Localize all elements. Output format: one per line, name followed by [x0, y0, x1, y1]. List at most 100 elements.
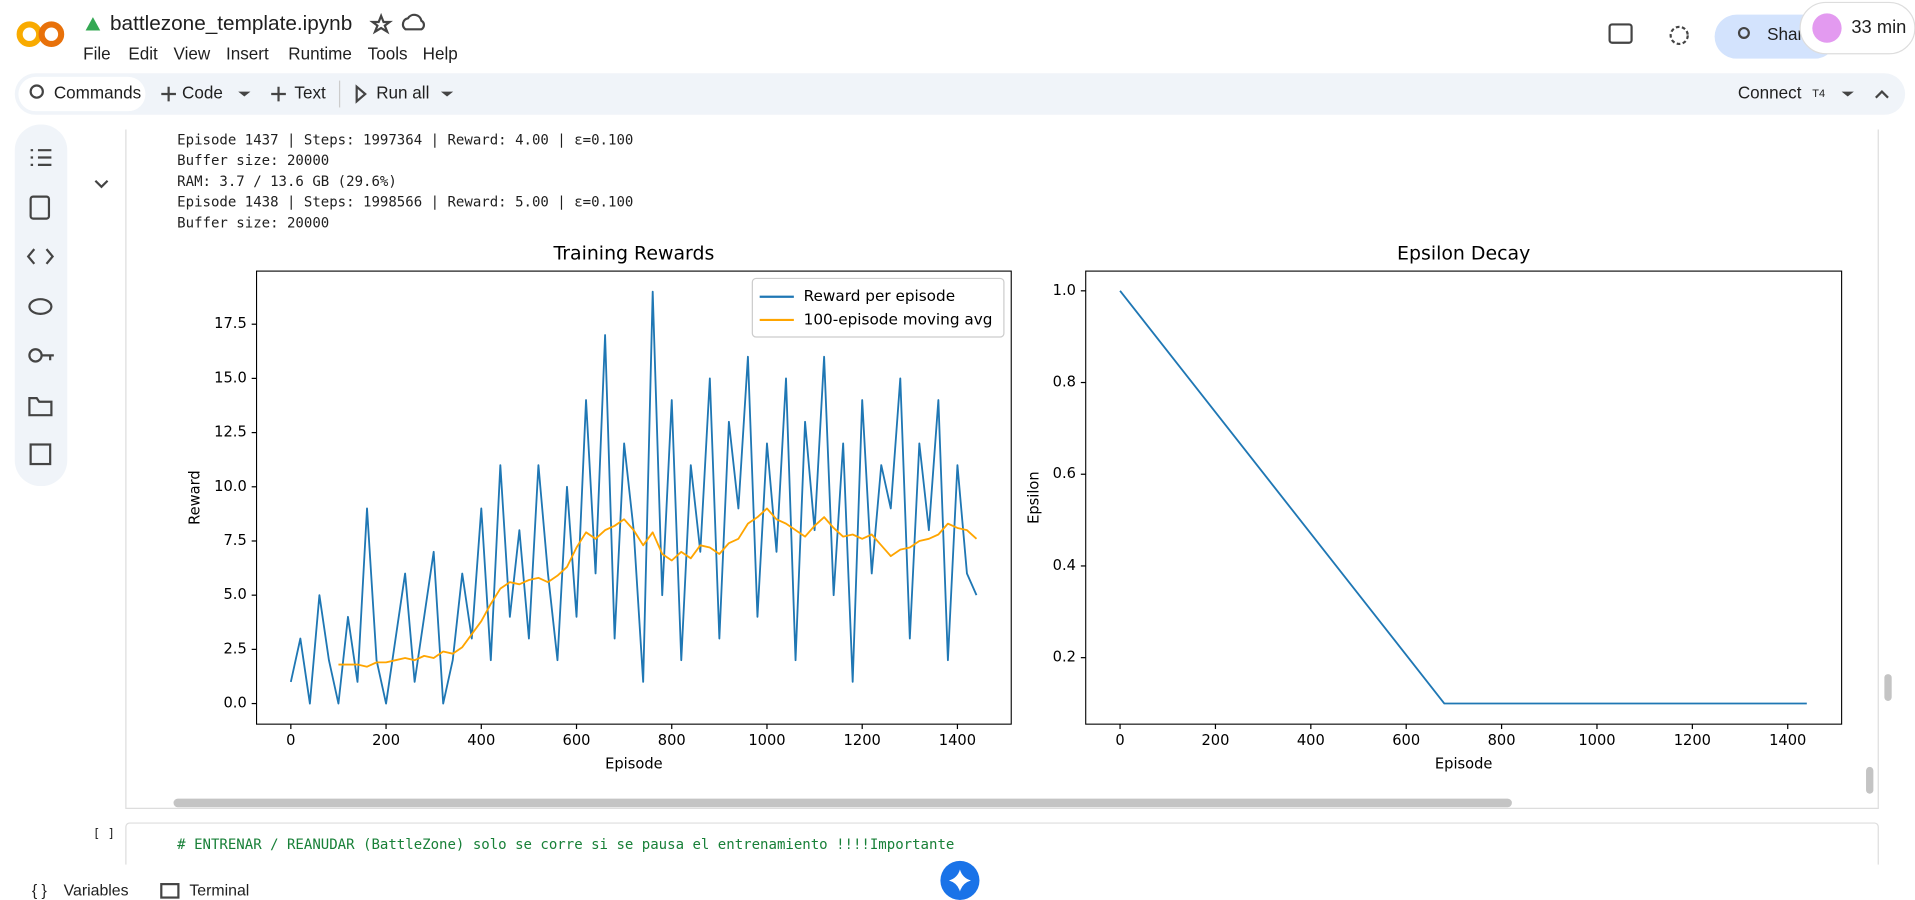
- files-icon[interactable]: [28, 397, 53, 417]
- x-tick-label: 400: [1297, 732, 1325, 749]
- y-tick-label: 1.0: [1053, 282, 1076, 299]
- plot-area: [256, 271, 1012, 725]
- data-icon[interactable]: [29, 443, 52, 466]
- y-tick-label: 0.4: [1053, 557, 1076, 574]
- snippets-icon[interactable]: [26, 248, 55, 265]
- settings-icon[interactable]: [1669, 25, 1689, 46]
- x-tick-label: 0: [1115, 732, 1124, 749]
- menu-item[interactable]: File: [83, 44, 111, 63]
- search-icon: [29, 84, 44, 99]
- x-axis-label: Episode: [1435, 755, 1493, 772]
- dropdown-icon[interactable]: [440, 91, 454, 97]
- chart: Epsilon Decay 0 200 400 600 800 1000 1200 1400 0.…: [1025, 243, 1843, 772]
- data-line: [1119, 290, 1807, 705]
- menu-item[interactable]: Insert: [226, 44, 269, 63]
- y-tick-label: 5.0: [223, 586, 246, 603]
- v-scrollbar[interactable]: [1884, 674, 1892, 701]
- plus-icon: [161, 86, 176, 102]
- menu-item[interactable]: Help: [423, 44, 458, 63]
- variables-button[interactable]: Variables: [64, 883, 129, 900]
- timer-avatar: [1812, 13, 1842, 43]
- y-tick-label: 0.6: [1053, 465, 1076, 482]
- y-axis-label: Reward: [186, 470, 203, 525]
- x-tick-label: 0: [286, 732, 295, 749]
- x-tick-label: 1000: [748, 732, 785, 749]
- y-tick-label: 17.5: [214, 315, 247, 332]
- v-scrollbar-inner[interactable]: [1866, 766, 1874, 794]
- output-line: Buffer size: 20000: [177, 153, 329, 169]
- star-icon[interactable]: [369, 12, 393, 35]
- legend-label: Reward per episode: [804, 287, 955, 305]
- menu-item[interactable]: Edit: [128, 44, 158, 63]
- chart-title: Epsilon Decay: [1397, 243, 1530, 265]
- charts: Training Rewards 0 200 400 600 800 1000 1200 140…: [186, 243, 1843, 772]
- y-tick-label: 0.8: [1053, 374, 1076, 391]
- h-scrollbar[interactable]: [173, 798, 1512, 808]
- commands-button[interactable]: [18, 76, 146, 112]
- menu-item[interactable]: Tools: [368, 44, 408, 63]
- run-all-button[interactable]: Run all: [376, 84, 429, 103]
- dropdown-icon[interactable]: [1841, 91, 1854, 97]
- menu-bar: File Edit View Insert Runtime Tools Help: [83, 44, 458, 63]
- sidebar-icons: [26, 149, 55, 466]
- variables-icon: { }: [32, 883, 48, 900]
- text-button[interactable]: Text: [294, 84, 326, 103]
- key-teeth: [41, 354, 54, 361]
- output-line: Buffer size: 20000: [177, 215, 329, 231]
- x-axis-label: Episode: [605, 755, 663, 772]
- y-tick-label: 12.5: [214, 424, 247, 441]
- x-tick-label: 800: [658, 732, 686, 749]
- output-line: Episode 1437 | Steps: 1997364 | Reward: …: [177, 132, 633, 148]
- plus-icon: [271, 86, 286, 102]
- chart: Training Rewards 0 200 400 600 800 1000 1200 140…: [186, 243, 1012, 772]
- chart-title: Training Rewards: [552, 243, 714, 265]
- timer-label: 33 min: [1851, 16, 1906, 37]
- x-tick-label: 1200: [1674, 732, 1711, 749]
- comments-icon[interactable]: [1608, 23, 1633, 44]
- x-tick-label: 1000: [1578, 732, 1615, 749]
- code-button[interactable]: Code: [182, 84, 223, 103]
- y-tick-label: 15.0: [214, 369, 247, 386]
- dropdown-icon[interactable]: [238, 91, 251, 97]
- collapse-output[interactable]: [94, 179, 109, 189]
- connect-button[interactable]: Connect: [1738, 84, 1802, 103]
- legend-label: 100-episode moving avg: [804, 310, 993, 328]
- x-tick-label: 1400: [1769, 732, 1806, 749]
- code-comment: # ENTRENAR / REANUDAR (BattleZone) solo …: [177, 837, 954, 853]
- menu-item[interactable]: Runtime: [288, 44, 352, 63]
- legend-box: [751, 277, 1005, 338]
- plot-area: [1085, 271, 1842, 725]
- terminal-icon: [160, 883, 180, 899]
- logo: [16, 21, 65, 48]
- header-bg: [0, 0, 1915, 71]
- y-tick-label: 0.2: [1053, 649, 1076, 666]
- x-tick-label: 800: [1488, 732, 1516, 749]
- x-tick-label: 200: [372, 732, 400, 749]
- commands-label[interactable]: Commands: [54, 84, 141, 103]
- y-tick-label: 10.0: [214, 478, 247, 495]
- share-label[interactable]: Shar: [1767, 25, 1803, 44]
- file-name[interactable]: battlezone_template.ipynb: [110, 12, 352, 35]
- terminal-button[interactable]: Terminal: [189, 883, 249, 900]
- drive-icon: [85, 17, 101, 31]
- find-icon[interactable]: [29, 195, 51, 220]
- menu-item[interactable]: View: [174, 44, 211, 63]
- sidebar: [14, 124, 68, 487]
- data-line: [338, 507, 978, 668]
- gemini-icon: [948, 869, 971, 892]
- inspect-icon[interactable]: [28, 298, 53, 315]
- x-tick-label: 600: [1392, 732, 1420, 749]
- x-tick-label: 1200: [844, 732, 881, 749]
- output-line: RAM: 3.7 / 13.6 GB (29.6%): [177, 174, 397, 190]
- cloud-icon: [401, 13, 426, 31]
- output-line: Episode 1438 | Steps: 1998566 | Reward: …: [177, 195, 633, 211]
- y-axis-label: Epsilon: [1025, 471, 1042, 524]
- output-text: Episode 1437 | Steps: 1997364 | Reward: …: [177, 132, 633, 231]
- toolbar: [14, 73, 1906, 115]
- cell-bracket[interactable]: [ ]: [93, 827, 115, 841]
- y-tick-label: 0.0: [223, 695, 246, 712]
- toc-icon[interactable]: [30, 149, 52, 166]
- collapse-icon[interactable]: [1875, 90, 1889, 99]
